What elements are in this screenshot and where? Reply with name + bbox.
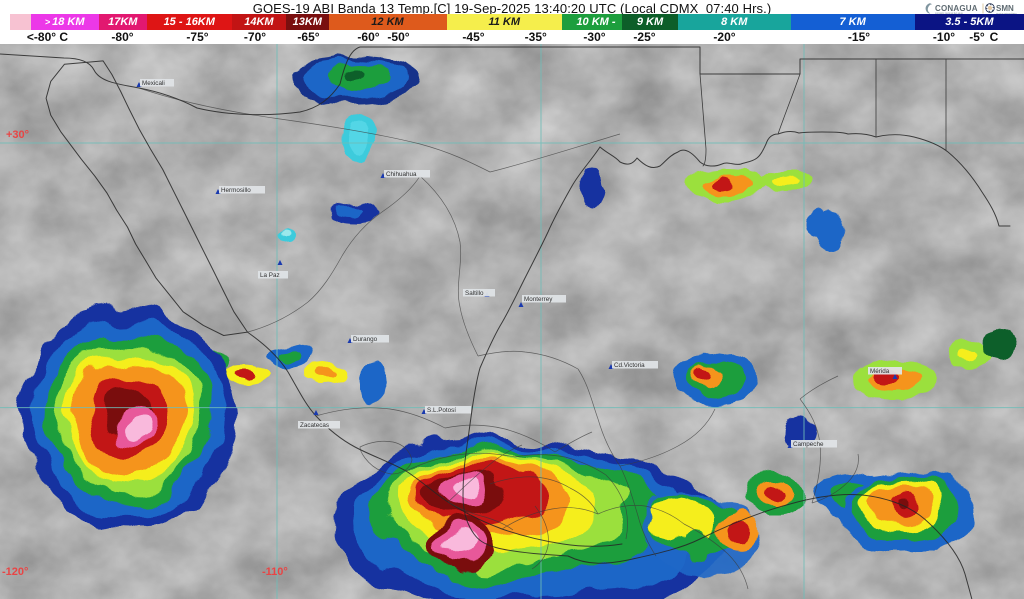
svg-text:Zacatecas: Zacatecas [300, 422, 329, 429]
svg-text:-120°: -120° [2, 566, 28, 578]
svg-text:Durango: Durango [353, 336, 378, 343]
svg-text:S.L.Potosí: S.L.Potosí [427, 407, 456, 414]
svg-text:Monterrey: Monterrey [524, 296, 553, 303]
svg-text:La Paz: La Paz [260, 272, 280, 279]
svg-text:SMN: SMN [996, 4, 1014, 13]
svg-text:Campeche: Campeche [793, 441, 824, 448]
svg-text:Saltillo: Saltillo [465, 290, 484, 297]
svg-text:Chihuahua: Chihuahua [386, 171, 417, 178]
svg-text:Mérida: Mérida [870, 368, 890, 375]
svg-text:CONAGUA: CONAGUA [935, 4, 978, 13]
svg-text:-110°: -110° [262, 566, 288, 578]
svg-text:+30°: +30° [6, 129, 29, 141]
svg-text:Mexicali: Mexicali [142, 80, 165, 87]
svg-text:Cd.Victoria: Cd.Victoria [614, 362, 645, 369]
svg-text:Hermosillo: Hermosillo [221, 187, 251, 194]
